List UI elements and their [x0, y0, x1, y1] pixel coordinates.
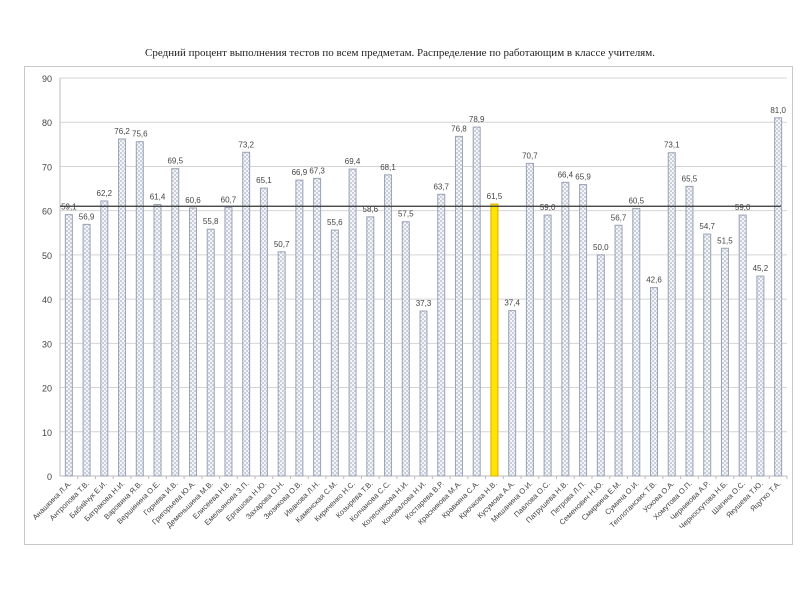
value-label: 81,0 — [770, 106, 786, 115]
value-label: 50,0 — [593, 243, 609, 252]
bar — [525, 162, 534, 477]
bar — [596, 254, 605, 477]
bar — [508, 310, 517, 477]
value-label: 57,5 — [398, 210, 414, 219]
bar — [135, 141, 144, 477]
value-label: 59,0 — [735, 203, 751, 212]
bar-highlighted — [490, 203, 499, 477]
y-tick-label: 10 — [42, 428, 52, 438]
value-label: 68,1 — [380, 163, 396, 172]
y-tick-label: 80 — [42, 118, 52, 128]
bar — [437, 193, 446, 477]
value-label: 78,9 — [469, 115, 485, 124]
bar — [171, 168, 180, 477]
value-label: 69,4 — [345, 157, 361, 166]
y-tick-label: 70 — [42, 162, 52, 172]
bar — [259, 187, 268, 477]
bar — [454, 135, 463, 477]
y-tick-label: 40 — [42, 295, 52, 305]
bar — [401, 221, 410, 477]
value-label: 73,1 — [664, 141, 680, 150]
bar — [277, 251, 286, 477]
bar — [153, 203, 162, 477]
value-label: 37,4 — [504, 299, 520, 308]
bar — [543, 214, 552, 477]
value-label: 54,7 — [699, 222, 715, 231]
value-label: 55,8 — [203, 217, 219, 226]
value-label: 50,7 — [274, 240, 290, 249]
chart-title: Средний процент выполнения тестов по все… — [145, 47, 655, 59]
value-label: 63,7 — [433, 182, 449, 191]
bar — [650, 287, 659, 477]
bar — [720, 247, 729, 477]
value-label: 60,5 — [628, 196, 644, 205]
bar — [774, 117, 783, 477]
bar — [330, 229, 339, 477]
bar — [82, 223, 91, 477]
bar — [313, 177, 322, 477]
value-label: 76,8 — [451, 124, 467, 133]
value-label: 60,7 — [221, 196, 237, 205]
value-label: 65,9 — [575, 173, 591, 182]
bar — [366, 216, 375, 477]
bar — [224, 207, 233, 477]
bar — [703, 233, 712, 477]
bar — [667, 152, 676, 477]
bar — [348, 168, 357, 477]
value-label: 59,1 — [61, 203, 77, 212]
bar — [579, 184, 588, 477]
y-tick-label: 60 — [42, 207, 52, 217]
value-label: 59,0 — [540, 203, 556, 212]
bar — [472, 126, 481, 477]
bar — [100, 200, 109, 477]
value-label: 55,6 — [327, 218, 343, 227]
value-label: 66,4 — [558, 170, 574, 179]
bar — [561, 181, 570, 477]
chart-frame — [24, 66, 793, 545]
value-label: 56,9 — [79, 212, 95, 221]
value-label: 37,3 — [416, 299, 432, 308]
value-label: 67,3 — [309, 166, 325, 175]
value-label: 76,2 — [114, 127, 130, 136]
y-tick-label: 0 — [47, 472, 52, 482]
bar — [632, 207, 641, 477]
value-label: 56,7 — [611, 213, 627, 222]
value-label: 70,7 — [522, 151, 538, 160]
bar — [756, 275, 765, 477]
value-label: 58,6 — [363, 205, 379, 214]
value-label: 61,4 — [150, 192, 166, 201]
value-label: 65,5 — [682, 174, 698, 183]
bar — [419, 310, 428, 477]
value-label: 61,5 — [487, 192, 503, 201]
y-tick-label: 30 — [42, 339, 52, 349]
bar — [242, 151, 251, 477]
value-label: 51,5 — [717, 236, 733, 245]
value-label: 66,9 — [292, 168, 308, 177]
value-label: 65,1 — [256, 176, 272, 185]
bar — [738, 214, 747, 477]
value-label: 45,2 — [753, 264, 769, 273]
value-label: 42,6 — [646, 276, 662, 285]
y-tick-label: 90 — [42, 74, 52, 84]
y-tick-label: 50 — [42, 251, 52, 261]
bar — [295, 179, 304, 477]
bar — [614, 224, 623, 477]
value-label: 60,6 — [185, 196, 201, 205]
value-label: 62,2 — [97, 189, 113, 198]
value-label: 73,2 — [238, 140, 254, 149]
y-tick-label: 20 — [42, 384, 52, 394]
bar — [685, 185, 694, 477]
bar — [206, 228, 215, 477]
value-label: 69,5 — [167, 157, 183, 166]
bar — [188, 207, 197, 477]
value-label: 75,6 — [132, 130, 148, 139]
bar — [118, 138, 127, 477]
bar — [384, 174, 393, 477]
bar — [64, 214, 73, 477]
